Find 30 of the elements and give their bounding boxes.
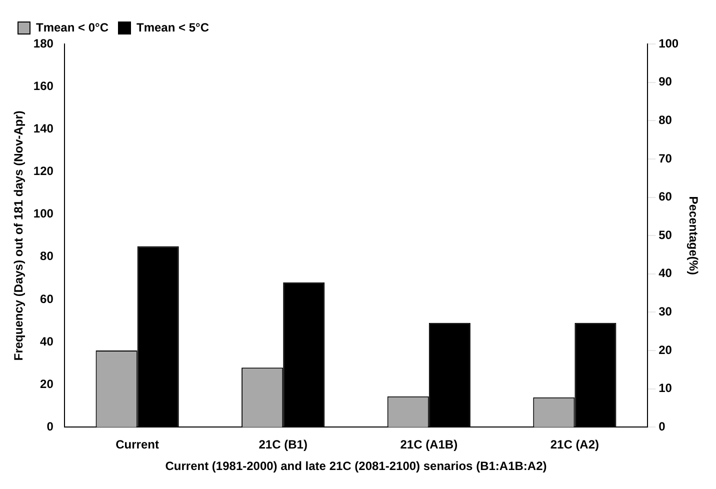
y-tick-label: 80	[40, 249, 54, 264]
y-axis-title: Frequency (Days) out of 181 days (Nov-Apr)	[12, 110, 26, 361]
y-tick-label: 140	[33, 121, 54, 136]
y2-tick-label: 20	[658, 342, 672, 357]
y-tick-label: 0	[46, 420, 54, 434]
legend-label: Tmean < 5°C	[136, 20, 210, 34]
x-tick-label: Current	[116, 438, 159, 452]
y2-tick-label: 100	[658, 36, 679, 50]
legend-label: Tmean < 0°C	[36, 20, 109, 34]
y2-tick-label: 70	[658, 151, 672, 166]
y-tick-label: 100	[33, 206, 54, 221]
x-axis-title: Current (1981-2000) and late 21C (2081-2100) senarios (B1:A1B:A2)	[165, 459, 547, 474]
y-tick-label: 40	[40, 334, 54, 348]
y2-tick-label: 60	[658, 190, 672, 204]
y2-tick-label: 10	[658, 381, 672, 396]
y2-tick-label: 0	[658, 420, 666, 434]
x-tick-label: 21C (A2)	[550, 438, 600, 452]
y2-tick-label: 80	[658, 112, 672, 127]
y2-tick-label: 50	[658, 228, 672, 242]
y-tick-label: 160	[33, 78, 54, 93]
x-tick-label: 21C (A1B)	[400, 438, 458, 452]
y2-tick-label: 40	[658, 266, 672, 280]
x-tick-label: 21C (B1)	[258, 438, 308, 452]
y-tick-label: 20	[40, 376, 54, 391]
y-tick-label: 120	[33, 164, 54, 178]
y-tick-label: 60	[40, 292, 54, 306]
y-tick-label: 180	[33, 36, 54, 50]
y2-tick-label: 30	[658, 304, 672, 319]
y2-tick-label: 90	[658, 74, 672, 89]
y2-axis-title: Pecentage(%)	[686, 196, 700, 275]
